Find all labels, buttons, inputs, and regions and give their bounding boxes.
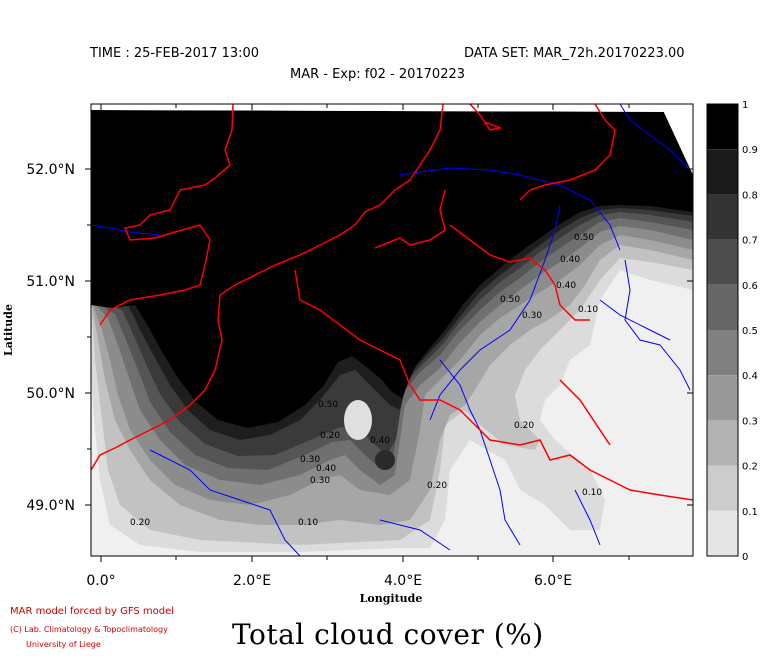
y-tick-label: 51.0°N <box>26 274 75 290</box>
colorbar-swatch <box>707 330 738 376</box>
contour-label: 0.30 <box>310 476 330 486</box>
contour-label: 0.50 <box>318 400 338 410</box>
colorbar-swatch <box>707 465 738 511</box>
contour-label: 0.10 <box>578 305 598 315</box>
map-title: Total cloud cover (%) <box>232 618 544 651</box>
colorbar-swatch <box>707 149 738 195</box>
colorbar-swatch <box>707 420 738 466</box>
domain-edge <box>91 104 693 112</box>
x-tick-label: 0.0° <box>86 573 115 589</box>
dataset-label: DATA SET: MAR_72h.20170223.00 <box>464 46 685 61</box>
contour-label: 0.50 <box>574 233 594 243</box>
colorbar-label: 0 <box>742 552 748 563</box>
x-axis-label: Longitude <box>360 592 423 605</box>
time-label: TIME : 25-FEB-2017 13:00 <box>90 46 260 61</box>
credit-lab: (C) Lab. Climatology & Topoclimatology <box>10 625 168 634</box>
colorbar-label: 0.4 <box>742 371 758 382</box>
plot-frame <box>90 103 694 557</box>
y-tick-labels: 52.0°N 51.0°N 50.0°N 49.0°N <box>26 162 75 514</box>
x-tick-label: 2.0°E <box>233 573 271 589</box>
contour-label: 0.40 <box>560 255 580 265</box>
y-tick-label: 49.0°N <box>26 498 75 514</box>
colorbar-swatch <box>707 194 738 240</box>
contour-label: 0.20 <box>320 431 340 441</box>
y-tick-label: 50.0°N <box>26 386 75 402</box>
credit-university: University of Liege <box>26 640 101 649</box>
local-max-cloud <box>375 450 395 470</box>
colorbar-swatch <box>707 284 738 330</box>
colorbar-swatch <box>707 375 738 421</box>
contour-labels: 0.50 0.40 0.30 0.40 0.20 0.10 0.20 0.50 … <box>130 233 602 528</box>
contour-label: 0.30 <box>522 311 542 321</box>
contour-label: 0.40 <box>556 281 576 291</box>
contour-label: 0.40 <box>316 464 336 474</box>
rivers <box>91 104 691 556</box>
colorbar-swatch <box>707 104 738 150</box>
local-min-cloud <box>344 400 372 440</box>
x-tick-label: 6.0°E <box>534 573 572 589</box>
band-0-95 <box>91 110 693 428</box>
y-axis-label: Latitude <box>2 304 15 356</box>
colorbar-label: 0.6 <box>742 281 758 292</box>
cloud-field: 0.50 0.40 0.30 0.40 0.20 0.10 0.20 0.50 … <box>91 104 693 556</box>
axis-ticks <box>85 104 693 562</box>
colorbar: 1 0.9 0.8 0.7 0.6 0.5 0.4 0.3 0.2 0.1 0 <box>706 100 758 563</box>
contour-label: 0.20 <box>130 518 150 528</box>
colorbar-label: 0.8 <box>742 190 758 201</box>
colorbar-label: 0.7 <box>742 236 758 247</box>
colorbar-label: 1 <box>742 100 748 111</box>
borders <box>91 104 693 501</box>
colorbar-swatch <box>707 239 738 285</box>
colorbar-label: 0.2 <box>742 462 758 473</box>
contour-label: 0.10 <box>582 488 602 498</box>
domain-edge-right <box>660 104 693 175</box>
contour-label: 0.40 <box>370 436 390 446</box>
x-tick-labels: 0.0° 2.0°E 4.0°E 6.0°E <box>86 573 572 589</box>
colorbar-label: 0.3 <box>742 416 758 427</box>
contour-label: 0.20 <box>514 421 534 431</box>
colorbar-label: 0.5 <box>742 326 758 337</box>
contour-label: 0.20 <box>427 481 447 491</box>
colorbar-label: 0.9 <box>742 145 758 156</box>
credit-model: MAR model forced by GFS model <box>10 606 175 617</box>
colorbar-swatch <box>707 510 738 556</box>
colorbar-frame <box>706 103 739 557</box>
y-tick-label: 52.0°N <box>26 162 75 178</box>
experiment-label: MAR - Exp: f02 - 20170223 <box>290 67 466 82</box>
x-tick-label: 4.0°E <box>384 573 422 589</box>
contour-label: 0.30 <box>300 455 320 465</box>
colorbar-label: 0.1 <box>742 507 758 518</box>
contour-label: 0.10 <box>298 518 318 528</box>
contour-label: 0.50 <box>500 295 520 305</box>
